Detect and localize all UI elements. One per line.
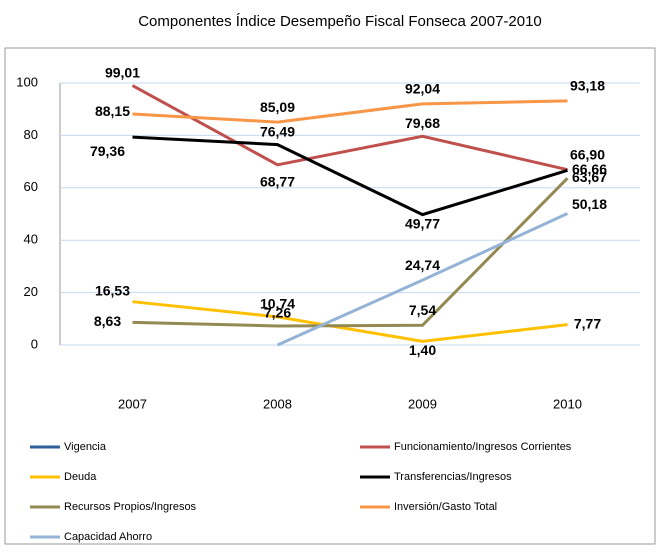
chart-title: Componentes Índice Desempeño Fiscal Fons… xyxy=(138,13,542,30)
data-label: 66,66 xyxy=(572,161,607,177)
y-tick-label: 0 xyxy=(31,336,38,351)
data-label: 7,54 xyxy=(409,302,436,318)
data-label: 7,77 xyxy=(574,315,601,331)
y-tick-label: 100 xyxy=(16,74,38,89)
data-label: 66,90 xyxy=(570,146,605,162)
series-line xyxy=(132,135,568,217)
data-label: 8,63 xyxy=(94,313,121,329)
y-tick-label: 60 xyxy=(24,179,38,194)
y-tick-label: 40 xyxy=(24,232,38,247)
x-tick-label: 2007 xyxy=(118,396,147,411)
legend-label: Deuda xyxy=(64,471,97,483)
data-label: 50,18 xyxy=(572,196,607,212)
data-label: 16,53 xyxy=(95,282,130,298)
data-label: 68,77 xyxy=(260,174,295,190)
data-label: 88,15 xyxy=(95,103,130,119)
data-label: 99,01 xyxy=(105,64,140,80)
x-tick-label: 2008 xyxy=(263,396,292,411)
data-label: 10,74 xyxy=(260,296,295,312)
chart-border xyxy=(4,47,656,545)
y-tick-label: 80 xyxy=(24,127,38,142)
series-line xyxy=(132,177,569,328)
legend-label: Capacidad Ahorro xyxy=(64,531,152,543)
series-line xyxy=(131,84,568,172)
data-label: 79,36 xyxy=(90,143,125,159)
data-label: 92,04 xyxy=(405,81,440,97)
data-label: 24,74 xyxy=(405,257,440,273)
data-label: 85,09 xyxy=(260,99,295,115)
y-tick-label: 20 xyxy=(24,284,38,299)
data-label: 76,49 xyxy=(260,123,295,139)
legend-label: Recursos Propios/Ingresos xyxy=(64,501,197,513)
data-label: 7,26 xyxy=(264,305,291,321)
series-line xyxy=(132,300,568,343)
x-tick-label: 2009 xyxy=(408,396,437,411)
series-line xyxy=(132,99,568,124)
data-label: 79,68 xyxy=(405,115,440,131)
data-label: 1,40 xyxy=(409,342,436,358)
data-label: 63,67 xyxy=(572,169,607,185)
x-tick-label: 2010 xyxy=(553,396,582,411)
series-line xyxy=(276,212,569,347)
legend-label: Funcionamiento/Ingresos Corrientes xyxy=(394,441,572,453)
legend-label: Vigencia xyxy=(64,441,107,453)
data-label: 93,18 xyxy=(570,78,605,94)
legend-label: Inversión/Gasto Total xyxy=(394,501,497,513)
data-label: 49,77 xyxy=(405,215,440,231)
legend-label: Transferencias/Ingresos xyxy=(394,471,512,483)
